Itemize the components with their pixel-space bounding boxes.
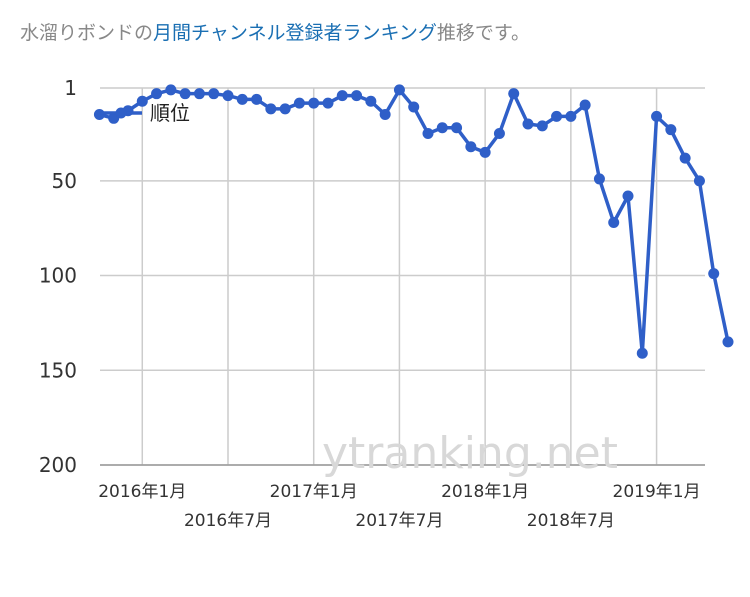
data-point[interactable] [665,124,677,136]
data-point[interactable] [579,99,591,111]
data-point[interactable] [693,175,705,187]
series-rank [93,84,734,359]
data-point[interactable] [365,95,377,107]
data-point[interactable] [336,90,348,102]
x-tick-label: 2016年7月 [184,511,272,531]
data-point[interactable] [265,103,277,115]
data-point[interactable] [165,84,177,96]
data-point[interactable] [351,90,363,102]
watermark: ytranking.net [322,428,618,479]
caption-suffix: 推移です。 [436,22,530,44]
ranking-link[interactable]: 月間チャンネル登録者ランキング [153,22,437,44]
x-tick-label: 2019年1月 [613,482,701,502]
data-point[interactable] [408,101,420,113]
data-point[interactable] [593,173,605,185]
y-tick-label: 200 [39,453,77,477]
data-point[interactable] [522,118,534,130]
data-point[interactable] [679,152,691,164]
data-point[interactable] [536,120,548,132]
data-point[interactable] [322,97,334,109]
data-point[interactable] [179,88,191,100]
y-tick-label: 50 [52,169,77,193]
data-point[interactable] [622,190,634,202]
data-point[interactable] [493,127,505,139]
data-point[interactable] [651,110,663,122]
grid-lines [100,87,705,466]
y-tick-label: 100 [39,264,77,288]
legend: 順位 [100,101,190,125]
data-point[interactable] [136,95,148,107]
data-point[interactable] [293,97,305,109]
x-tick-label: 2017年1月 [270,482,358,502]
data-point[interactable] [436,122,448,134]
y-tick-label: 150 [39,358,77,382]
data-point[interactable] [479,146,491,158]
data-point[interactable] [193,88,205,100]
data-point[interactable] [236,93,248,105]
data-point[interactable] [151,88,163,100]
data-point[interactable] [465,141,477,153]
data-point[interactable] [565,110,577,122]
legend-swatch-dot [115,107,127,119]
data-point[interactable] [279,103,291,115]
data-point[interactable] [551,110,563,122]
series-line [98,88,730,355]
data-point[interactable] [508,88,520,100]
data-point[interactable] [251,93,263,105]
data-point[interactable] [222,90,234,102]
data-point[interactable] [451,122,463,134]
x-tick-label: 2016年1月 [98,482,186,502]
data-point[interactable] [208,88,220,100]
x-tick-label: 2018年1月 [441,482,529,502]
x-axis-ticks: 2016年1月 2017年1月 2018年1月 2019年1月 2016年7月 2017年… [98,482,700,531]
chart-caption: 水溜りボンドの月間チャンネル登録者ランキング推移です。 [20,18,530,45]
data-point[interactable] [722,336,734,348]
data-point[interactable] [393,84,405,96]
data-point[interactable] [608,217,620,229]
data-point[interactable] [308,97,320,109]
legend-label: 順位 [150,101,190,125]
x-tick-label: 2018年7月 [527,511,615,531]
data-point[interactable] [708,268,720,280]
data-point[interactable] [422,127,434,139]
data-point[interactable] [379,109,391,121]
y-tick-label: 1 [64,76,77,100]
x-tick-label: 2017年7月 [355,511,443,531]
caption-prefix: 水溜りボンドの [20,22,154,44]
data-point[interactable] [636,347,648,359]
